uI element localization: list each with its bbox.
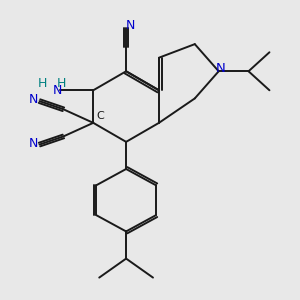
Text: N: N (29, 137, 38, 150)
Text: H: H (57, 77, 67, 90)
Text: C: C (97, 114, 105, 124)
Text: N: N (53, 84, 62, 97)
Text: N: N (126, 19, 135, 32)
Text: H: H (38, 77, 47, 90)
Text: C: C (97, 111, 105, 121)
Text: N: N (29, 93, 38, 106)
Text: N: N (215, 62, 225, 75)
